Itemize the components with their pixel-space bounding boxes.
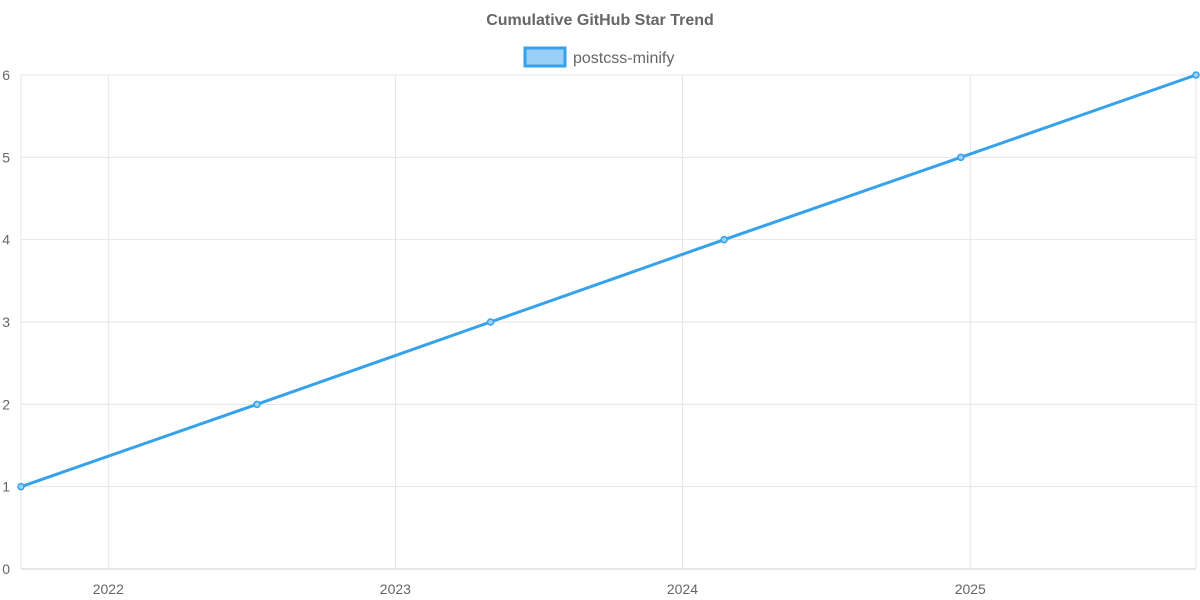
y-tick-label: 3 [2, 314, 10, 330]
legend-swatch [523, 46, 567, 68]
y-tick-label: 2 [2, 396, 10, 412]
x-tick-label: 2025 [955, 581, 986, 597]
x-tick-label: 2022 [93, 581, 124, 597]
y-tick-label: 6 [2, 67, 10, 83]
grid [20, 74, 1197, 570]
series-postcss-minify [17, 71, 1200, 491]
x-axis: 2022 2023 2024 2025 [93, 581, 986, 597]
data-point[interactable] [1192, 71, 1200, 79]
y-tick-label: 5 [2, 149, 10, 165]
y-tick-label: 4 [2, 232, 10, 248]
data-point[interactable] [486, 318, 495, 326]
data-point[interactable] [17, 482, 25, 491]
chart-title: Cumulative GitHub Star Trend [486, 12, 714, 29]
data-point[interactable] [253, 400, 261, 409]
data-point[interactable] [720, 235, 728, 244]
y-tick-label: 1 [2, 479, 10, 495]
x-tick-label: 2023 [380, 581, 411, 597]
legend-label: postcss-minify [573, 50, 674, 67]
data-point[interactable] [957, 153, 965, 162]
series-line [19, 73, 1198, 489]
x-tick-label: 2024 [667, 581, 698, 597]
y-axis: 0 1 2 3 4 5 6 [2, 67, 10, 577]
y-tick-label: 0 [2, 561, 10, 577]
legend[interactable]: postcss-minify [523, 46, 674, 68]
